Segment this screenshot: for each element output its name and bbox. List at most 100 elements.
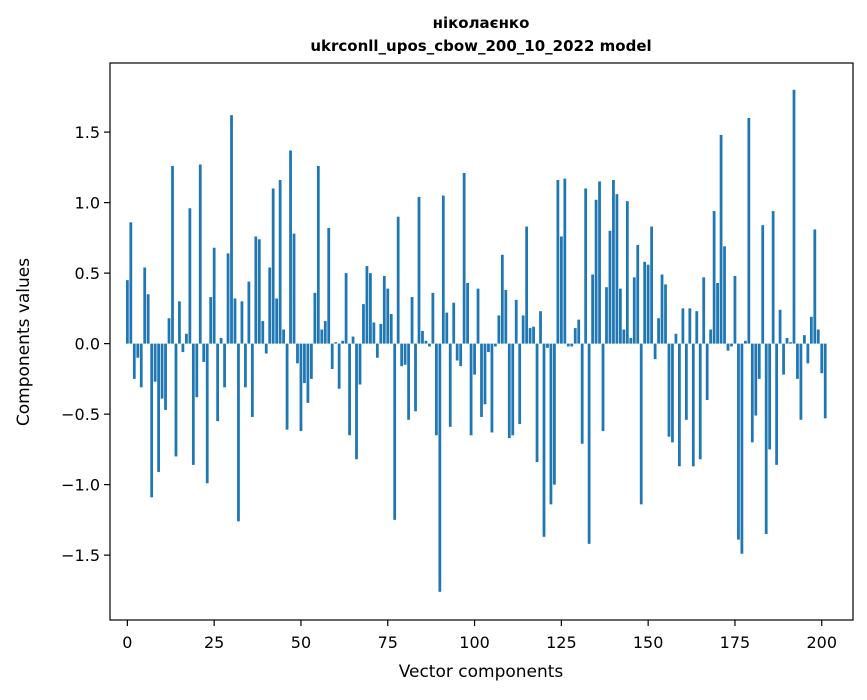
bar-85 [421,330,424,344]
bar-27 [219,337,223,344]
bar-184 [764,343,768,534]
bar-126 [563,178,567,344]
bar-173 [726,343,730,351]
bar-136 [598,181,601,344]
bar-186 [771,211,775,344]
bar-26 [216,343,220,422]
bar-132 [584,188,588,344]
x-tick-label: 100 [459,633,490,652]
x-tick-label: 50 [291,633,311,652]
bar-56 [320,329,324,344]
bar-105 [490,343,494,433]
plot-frame [109,62,854,621]
bar-2 [132,343,136,379]
bar-59 [330,343,334,369]
bar-106 [494,343,497,347]
bar-96 [459,343,463,367]
bar-174 [730,343,733,347]
y-tick-label: −1.5 [61,546,100,565]
bar-39 [261,321,265,344]
bar-45 [282,329,285,344]
bar-11 [164,343,167,410]
bar-164 [695,311,699,344]
bar-148 [639,343,643,505]
bar-46 [285,343,289,430]
bar-90 [438,343,442,592]
x-axis-ticks: 0 25 50 75 100 125 150 175 200 [122,620,837,652]
bar-185 [768,343,772,450]
bar-155 [664,284,667,344]
bar-1 [129,222,133,344]
bar-68 [362,304,365,344]
bar-116 [528,328,532,344]
bar-182 [757,343,761,379]
bar-114 [521,315,525,344]
bar-119 [539,311,542,344]
bar-125 [559,236,563,344]
y-tick-label: −0.5 [61,405,100,424]
bar-120 [542,343,546,537]
bar-168 [709,329,713,344]
bar-190 [785,337,789,344]
bar-153 [657,318,660,344]
bar-38 [257,239,261,344]
bar-81 [407,343,410,420]
bar-111 [511,343,515,436]
bar-83 [414,343,417,412]
bar-17 [184,333,188,344]
bar-89 [434,343,438,436]
bar-163 [691,343,695,467]
bar-93 [448,343,452,427]
y-tick-label: 0.0 [75,335,100,354]
bar-156 [667,343,671,437]
y-axis-label: Components values [14,258,34,426]
bar-143 [622,329,626,344]
bar-8 [153,343,157,382]
bar-43 [275,298,279,344]
bar-113 [518,343,522,424]
bar-112 [514,299,518,344]
bar-166 [702,277,706,344]
bar-133 [587,343,591,544]
bar-52 [306,343,310,403]
y-tick-label: 1.0 [75,194,100,213]
bar-64 [348,343,351,436]
bar-12 [167,318,171,344]
bar-167 [705,343,709,401]
bar-193 [796,343,799,379]
bar-55 [316,165,320,344]
bar-169 [712,211,716,344]
bar-73 [379,323,383,344]
bar-14 [174,343,178,457]
bar-194 [799,343,803,420]
chart-subtitle: ukrconll_upos_cbow_200_10_2022 model [310,37,651,55]
bar-149 [643,261,647,344]
bar-53 [309,343,313,379]
bar-176 [737,343,740,540]
bar-97 [462,172,466,344]
bar-0 [125,280,129,344]
bar-78 [396,216,400,344]
bar-191 [789,342,792,344]
bar-94 [452,302,456,344]
bar-183 [761,225,765,344]
bar-88 [431,292,435,344]
bar-47 [289,150,292,344]
bar-124 [556,180,560,344]
bar-37 [254,236,258,344]
bar-61 [337,343,341,389]
bar-201 [823,343,827,419]
bar-197 [809,316,813,344]
bar-134 [591,274,594,344]
bar-160 [681,308,685,344]
bar-198 [813,229,817,344]
bar-79 [400,343,404,367]
bar-87 [428,343,431,347]
bar-161 [684,343,688,420]
bar-179 [747,117,751,344]
bar-70 [369,273,372,344]
bar-41 [268,267,272,344]
bar-157 [671,343,674,443]
bar-192 [792,89,796,344]
bar-57 [323,321,327,344]
